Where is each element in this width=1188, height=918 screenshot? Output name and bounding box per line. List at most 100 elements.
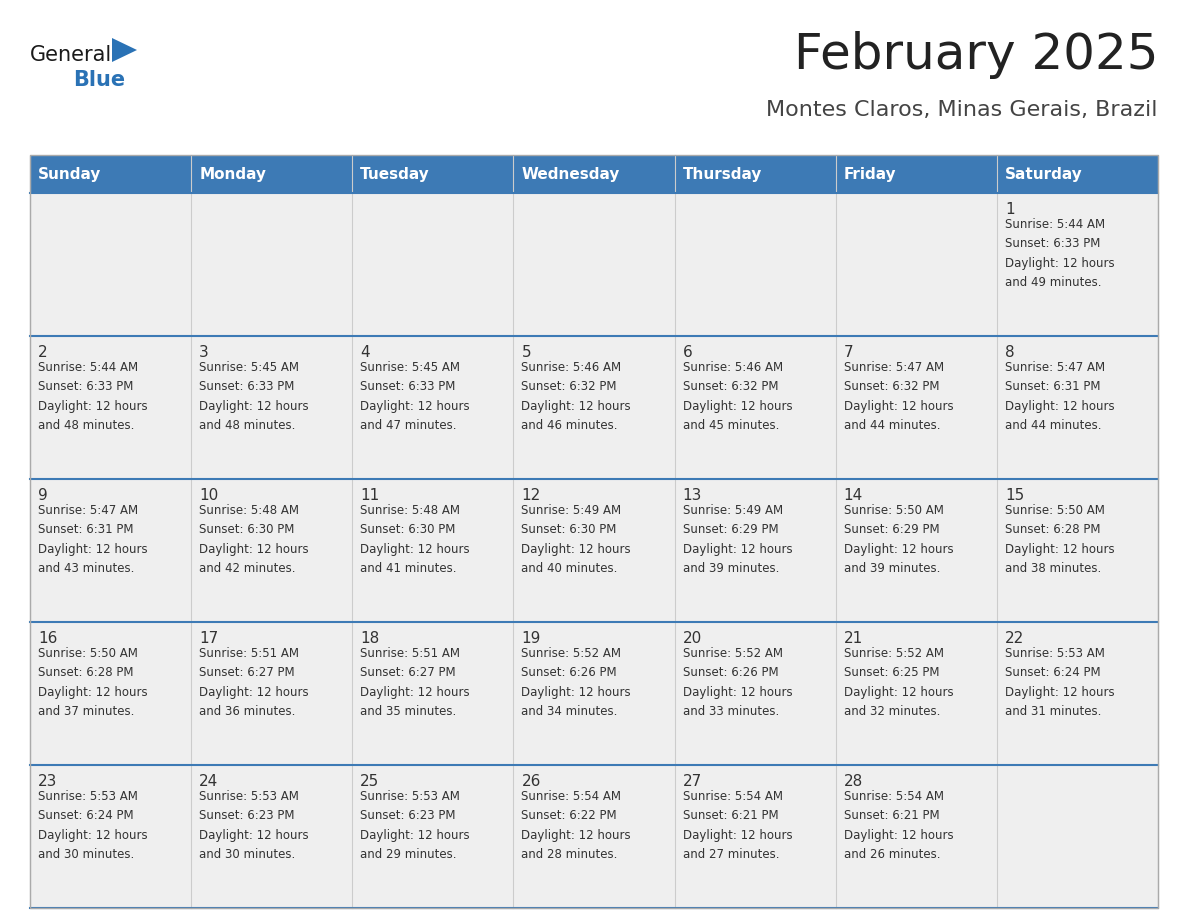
Bar (30, 155, 1158, 908)
Text: 22: 22 (1005, 632, 1024, 646)
Text: Blue: Blue (72, 70, 125, 90)
Bar (191, 336, 353, 479)
Text: 26: 26 (522, 774, 541, 789)
Text: and 31 minutes.: and 31 minutes. (1005, 705, 1101, 718)
Bar (997, 193, 1158, 336)
Text: Sunrise: 5:48 AM: Sunrise: 5:48 AM (360, 504, 460, 517)
Text: Sunset: 6:27 PM: Sunset: 6:27 PM (360, 666, 456, 679)
Text: Sunset: 6:30 PM: Sunset: 6:30 PM (522, 523, 617, 536)
Text: Sunset: 6:23 PM: Sunset: 6:23 PM (360, 810, 456, 823)
Text: Sunday: Sunday (38, 166, 101, 182)
Text: Sunset: 6:29 PM: Sunset: 6:29 PM (683, 523, 778, 536)
Text: 24: 24 (200, 774, 219, 789)
Text: and 38 minutes.: and 38 minutes. (1005, 562, 1101, 575)
Text: and 32 minutes.: and 32 minutes. (843, 705, 940, 718)
Text: and 27 minutes.: and 27 minutes. (683, 848, 779, 861)
Text: Sunrise: 5:44 AM: Sunrise: 5:44 AM (38, 361, 138, 375)
Text: 7: 7 (843, 345, 853, 360)
Text: Sunrise: 5:54 AM: Sunrise: 5:54 AM (522, 790, 621, 803)
Text: Daylight: 12 hours: Daylight: 12 hours (38, 543, 147, 555)
Bar (353, 155, 513, 193)
Text: 3: 3 (200, 345, 209, 360)
Bar (675, 336, 835, 479)
Text: 20: 20 (683, 632, 702, 646)
Text: Daylight: 12 hours: Daylight: 12 hours (360, 543, 470, 555)
Bar (191, 765, 353, 908)
Text: and 29 minutes.: and 29 minutes. (360, 848, 457, 861)
Text: 12: 12 (522, 488, 541, 503)
Polygon shape (112, 38, 137, 62)
Text: Daylight: 12 hours: Daylight: 12 hours (522, 543, 631, 555)
Text: 27: 27 (683, 774, 702, 789)
Bar (997, 479, 1158, 622)
Text: Daylight: 12 hours: Daylight: 12 hours (38, 686, 147, 699)
Bar (997, 765, 1158, 908)
Text: and 48 minutes.: and 48 minutes. (38, 419, 134, 432)
Text: Daylight: 12 hours: Daylight: 12 hours (1005, 257, 1114, 270)
Bar (353, 622, 513, 765)
Text: Daylight: 12 hours: Daylight: 12 hours (522, 399, 631, 413)
Text: Sunrise: 5:47 AM: Sunrise: 5:47 AM (38, 504, 138, 517)
Text: Sunset: 6:21 PM: Sunset: 6:21 PM (683, 810, 778, 823)
Text: and 48 minutes.: and 48 minutes. (200, 419, 296, 432)
Text: 13: 13 (683, 488, 702, 503)
Bar (353, 193, 513, 336)
Text: Thursday: Thursday (683, 166, 762, 182)
Bar (30, 765, 191, 908)
Text: and 33 minutes.: and 33 minutes. (683, 705, 779, 718)
Text: and 39 minutes.: and 39 minutes. (683, 562, 779, 575)
Text: Sunrise: 5:50 AM: Sunrise: 5:50 AM (843, 504, 943, 517)
Bar (191, 155, 353, 193)
Bar (191, 622, 353, 765)
Text: Sunset: 6:27 PM: Sunset: 6:27 PM (200, 666, 295, 679)
Text: and 37 minutes.: and 37 minutes. (38, 705, 134, 718)
Text: 17: 17 (200, 632, 219, 646)
Text: and 28 minutes.: and 28 minutes. (522, 848, 618, 861)
Text: 14: 14 (843, 488, 862, 503)
Text: Sunset: 6:33 PM: Sunset: 6:33 PM (1005, 238, 1100, 251)
Text: Sunset: 6:30 PM: Sunset: 6:30 PM (360, 523, 456, 536)
Text: Daylight: 12 hours: Daylight: 12 hours (843, 829, 954, 842)
Text: Daylight: 12 hours: Daylight: 12 hours (683, 543, 792, 555)
Text: Daylight: 12 hours: Daylight: 12 hours (843, 399, 954, 413)
Text: and 46 minutes.: and 46 minutes. (522, 419, 618, 432)
Text: Daylight: 12 hours: Daylight: 12 hours (200, 399, 309, 413)
Text: Sunset: 6:23 PM: Sunset: 6:23 PM (200, 810, 295, 823)
Text: Daylight: 12 hours: Daylight: 12 hours (200, 543, 309, 555)
Text: Daylight: 12 hours: Daylight: 12 hours (683, 399, 792, 413)
Text: Sunrise: 5:47 AM: Sunrise: 5:47 AM (1005, 361, 1105, 375)
Bar (513, 479, 675, 622)
Text: Tuesday: Tuesday (360, 166, 430, 182)
Text: Daylight: 12 hours: Daylight: 12 hours (1005, 543, 1114, 555)
Text: Sunrise: 5:53 AM: Sunrise: 5:53 AM (38, 790, 138, 803)
Text: Daylight: 12 hours: Daylight: 12 hours (38, 829, 147, 842)
Text: and 26 minutes.: and 26 minutes. (843, 848, 940, 861)
Bar (997, 155, 1158, 193)
Text: and 40 minutes.: and 40 minutes. (522, 562, 618, 575)
Text: Sunset: 6:24 PM: Sunset: 6:24 PM (1005, 666, 1100, 679)
Text: Sunrise: 5:53 AM: Sunrise: 5:53 AM (200, 790, 299, 803)
Text: 11: 11 (360, 488, 380, 503)
Text: 15: 15 (1005, 488, 1024, 503)
Text: Sunset: 6:22 PM: Sunset: 6:22 PM (522, 810, 617, 823)
Text: Sunrise: 5:53 AM: Sunrise: 5:53 AM (1005, 647, 1105, 660)
Bar (997, 622, 1158, 765)
Text: Daylight: 12 hours: Daylight: 12 hours (360, 399, 470, 413)
Bar (675, 622, 835, 765)
Text: Sunset: 6:25 PM: Sunset: 6:25 PM (843, 666, 940, 679)
Text: Sunrise: 5:54 AM: Sunrise: 5:54 AM (683, 790, 783, 803)
Text: 1: 1 (1005, 202, 1015, 218)
Bar (835, 765, 997, 908)
Bar (30, 479, 191, 622)
Text: 25: 25 (360, 774, 380, 789)
Text: Sunset: 6:31 PM: Sunset: 6:31 PM (1005, 380, 1100, 394)
Text: Wednesday: Wednesday (522, 166, 620, 182)
Text: Daylight: 12 hours: Daylight: 12 hours (1005, 399, 1114, 413)
Text: Sunrise: 5:48 AM: Sunrise: 5:48 AM (200, 504, 299, 517)
Text: 8: 8 (1005, 345, 1015, 360)
Text: and 35 minutes.: and 35 minutes. (360, 705, 456, 718)
Text: Sunrise: 5:46 AM: Sunrise: 5:46 AM (683, 361, 783, 375)
Text: Daylight: 12 hours: Daylight: 12 hours (522, 686, 631, 699)
Text: Monday: Monday (200, 166, 266, 182)
Bar (353, 336, 513, 479)
